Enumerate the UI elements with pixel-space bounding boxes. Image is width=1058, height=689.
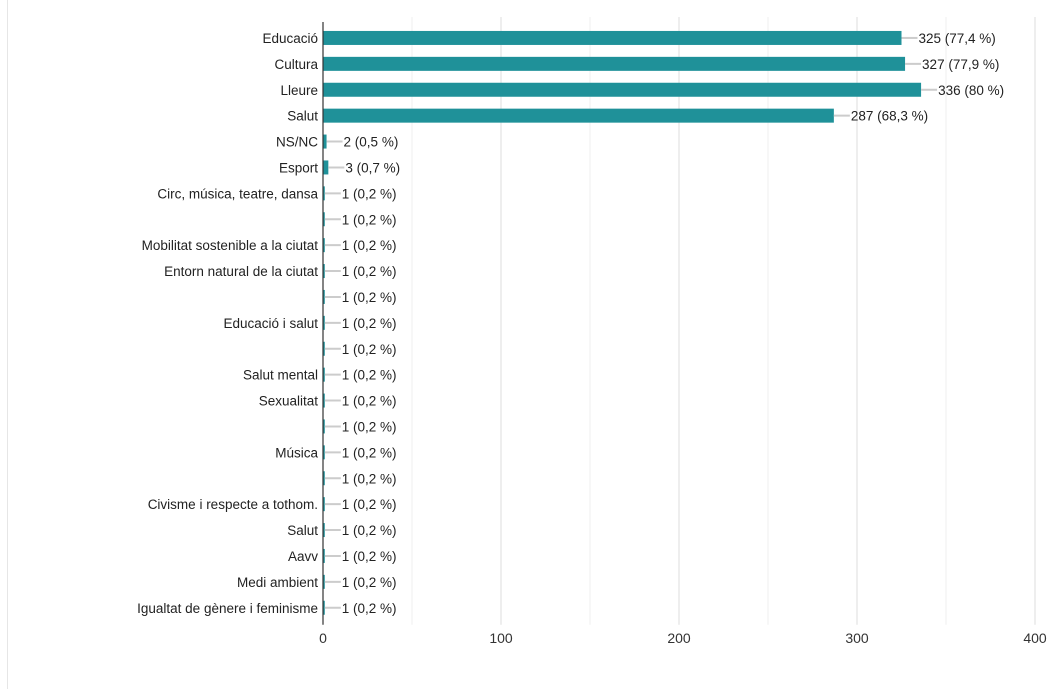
- value-label: 1 (0,2 %): [342, 290, 397, 305]
- value-label: 1 (0,2 %): [342, 394, 397, 409]
- category-label: Educació: [262, 31, 318, 46]
- bar: [323, 471, 325, 486]
- bar: [323, 419, 325, 434]
- bar: [323, 497, 325, 512]
- value-label: 336 (80 %): [938, 83, 1004, 98]
- bars: [323, 30, 938, 615]
- value-label: 1 (0,2 %): [342, 316, 397, 331]
- value-label: 1 (0,2 %): [342, 523, 397, 538]
- category-label: Entorn natural de la ciutat: [164, 264, 318, 279]
- value-label: 325 (77,4 %): [919, 31, 996, 46]
- bar: [323, 30, 902, 45]
- category-label: Circ, música, teatre, dansa: [157, 186, 318, 201]
- bar: [323, 186, 325, 201]
- value-label: 1 (0,2 %): [342, 549, 397, 564]
- bar: [323, 600, 325, 615]
- value-label: 1 (0,2 %): [342, 471, 397, 486]
- value-label: 1 (0,2 %): [342, 186, 397, 201]
- bar: [323, 523, 325, 538]
- value-label: 1 (0,2 %): [342, 238, 397, 253]
- category-label: Igualtat de gènere i feminisme: [137, 601, 318, 616]
- x-tick-label: 100: [489, 630, 513, 646]
- category-label: Salut: [287, 523, 318, 538]
- bar: [323, 56, 906, 71]
- value-label: 1 (0,2 %): [342, 419, 397, 434]
- value-label: 1 (0,2 %): [342, 497, 397, 512]
- left-divider: [7, 0, 8, 689]
- bar: [323, 212, 325, 227]
- value-label: 1 (0,2 %): [342, 368, 397, 383]
- value-label: 1 (0,2 %): [342, 575, 397, 590]
- category-label: Sexualitat: [259, 394, 319, 409]
- bar: [323, 108, 834, 123]
- x-tick-label: 200: [667, 630, 691, 646]
- bar: [323, 341, 325, 356]
- bar: [323, 289, 325, 304]
- x-tick-label: 300: [845, 630, 869, 646]
- bar: [323, 82, 922, 97]
- value-label: 1 (0,2 %): [342, 212, 397, 227]
- category-label: Mobilitat sostenible a la ciutat: [142, 238, 319, 253]
- bar: [323, 574, 325, 589]
- value-label: 2 (0,5 %): [344, 135, 399, 150]
- category-label: Lleure: [280, 83, 318, 98]
- category-label: Esport: [279, 160, 318, 175]
- value-label: 1 (0,2 %): [342, 342, 397, 357]
- bar: [323, 134, 327, 149]
- bar: [323, 160, 329, 175]
- category-label: Música: [275, 445, 318, 460]
- value-label: 327 (77,9 %): [922, 57, 999, 72]
- value-label: 1 (0,2 %): [342, 445, 397, 460]
- x-tick-label: 400: [1023, 630, 1047, 646]
- bar: [323, 367, 325, 382]
- category-label: Cultura: [274, 57, 318, 72]
- category-label: Civisme i respecte a tothom.: [148, 497, 318, 512]
- bar: [323, 238, 325, 253]
- value-label: 1 (0,2 %): [342, 264, 397, 279]
- category-label: Medi ambient: [237, 575, 318, 590]
- labels: 0 100 200 300 400 325 (77,4 %) Educació 327 (77…: [137, 31, 1047, 646]
- category-label: Aavv: [288, 549, 318, 564]
- value-label: 1 (0,2 %): [342, 601, 397, 616]
- bar: [323, 264, 325, 279]
- value-label: 3 (0,7 %): [345, 160, 400, 175]
- category-label: NS/NC: [276, 135, 318, 150]
- bar: [323, 393, 325, 408]
- x-tick-label: 0: [319, 630, 327, 646]
- category-label: Salut mental: [243, 368, 318, 383]
- bar: [323, 315, 325, 330]
- bar: [323, 548, 325, 563]
- category-label: Salut: [287, 109, 318, 124]
- category-label: Educació i salut: [223, 316, 318, 331]
- gridlines: [411, 17, 1036, 625]
- value-label: 287 (68,3 %): [851, 109, 928, 124]
- bar: [323, 445, 325, 460]
